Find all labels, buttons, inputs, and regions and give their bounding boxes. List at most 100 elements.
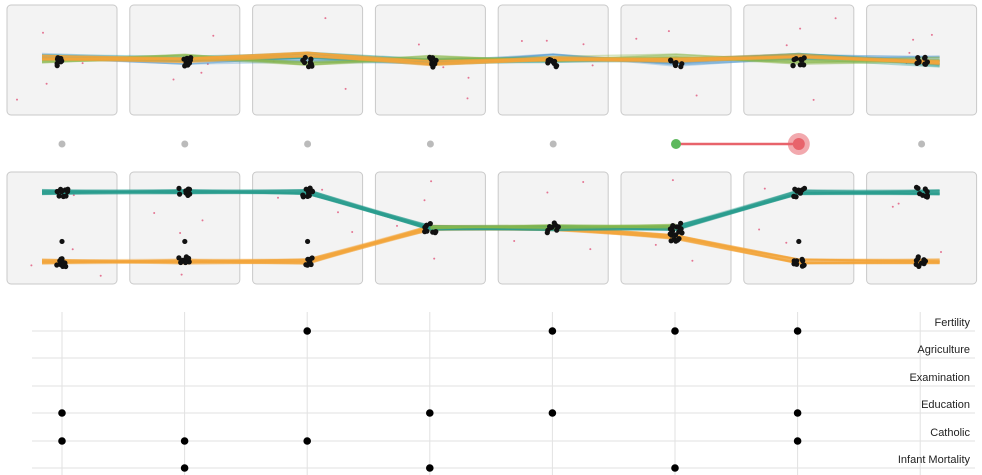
connector-dot[interactable]	[549, 140, 557, 148]
top-row-outlier-point	[200, 71, 203, 74]
bottom-row-outlier-point	[179, 232, 182, 234]
connector-dot[interactable]	[181, 140, 189, 148]
top-row-panel[interactable]	[866, 4, 978, 116]
bottom-row-outlier-point	[891, 205, 894, 208]
bottom-row-point	[797, 190, 804, 196]
top-row-orange-line	[41, 53, 940, 65]
connector-dot[interactable]	[58, 140, 66, 148]
bottom-row-teal-line	[41, 191, 940, 231]
bottom-row-panel[interactable]	[129, 171, 241, 285]
matrix-dot[interactable]	[58, 409, 66, 417]
bottom-row-orange-line	[41, 227, 940, 265]
bottom-row-outlier-point	[513, 240, 516, 242]
bottom-row-outlier-point	[201, 219, 204, 222]
top-row-point	[916, 58, 922, 64]
top-row-outlier-point	[591, 64, 594, 67]
top-row-outlier-point	[442, 66, 445, 69]
top-row-orange-line	[41, 51, 940, 65]
top-row-orange-line	[41, 54, 940, 66]
matrix-dot[interactable]	[426, 464, 434, 472]
bottom-row-teal-line	[41, 189, 940, 229]
matrix-dot[interactable]	[58, 437, 66, 445]
bottom-row-point	[177, 191, 183, 197]
bottom-row-outlier-point	[710, 243, 713, 246]
matrix-dot[interactable]	[793, 327, 802, 335]
bottom-row-outlier-point	[277, 196, 279, 199]
bottom-row-panel[interactable]	[374, 171, 486, 285]
top-row-outlier-point	[908, 51, 911, 54]
top-row-point	[801, 55, 807, 61]
dimension-label: Catholic	[930, 427, 970, 439]
top-row-panel[interactable]	[252, 4, 364, 116]
bottom-row-point	[800, 258, 806, 264]
matrix-dot[interactable]	[671, 464, 679, 472]
top-row-outlier-point	[905, 62, 908, 64]
bottom-row-panel[interactable]	[6, 171, 118, 285]
bottom-row-point	[800, 262, 807, 269]
top-row-point	[301, 59, 308, 66]
connector-dot[interactable]	[426, 140, 434, 148]
dimension-label: Agriculture	[917, 344, 970, 356]
matrix-dot[interactable]	[180, 464, 189, 472]
bottom-row-teal-line	[41, 189, 940, 231]
matrix-dot[interactable]	[793, 409, 802, 417]
connector-end-dot[interactable]	[792, 138, 805, 150]
bottom-row-orange-line	[41, 226, 940, 264]
matrix-dot[interactable]	[303, 437, 312, 445]
bottom-row-panel[interactable]	[252, 171, 364, 285]
bottom-row-point	[545, 227, 551, 233]
dimension-matrix: Fertility Agriculture Examination Education…	[32, 312, 975, 475]
connector-dot[interactable]	[304, 140, 312, 148]
top-row-orange-line	[41, 52, 940, 66]
bottom-row-point	[306, 256, 312, 263]
bottom-row-outlier-point	[589, 248, 592, 251]
bottom-row-outlier-point	[423, 199, 426, 202]
matrix-dot[interactable]	[548, 327, 557, 335]
bottom-row-teal-line	[41, 190, 940, 232]
matrix-dot[interactable]	[671, 327, 679, 335]
bottom-row-point	[672, 232, 679, 238]
top-row-point	[922, 61, 928, 67]
matrix-dot[interactable]	[426, 409, 434, 417]
bottom-row-panel[interactable]	[743, 171, 855, 285]
connector-dot[interactable]	[918, 140, 926, 148]
bottom-row-teal-line	[41, 190, 940, 231]
bottom-row-point	[430, 229, 436, 235]
top-row-green-line	[41, 54, 940, 66]
bottom-row-teal-line	[42, 189, 940, 232]
connector-start-dot[interactable]	[671, 139, 681, 149]
matrix-dot[interactable]	[793, 437, 802, 445]
matrix-dot[interactable]	[303, 327, 312, 335]
top-row-outlier-point	[417, 43, 420, 46]
top-row-point	[679, 61, 685, 67]
top-row-blue-line	[41, 52, 940, 65]
top-row-green-line	[41, 54, 940, 67]
bottom-row-point	[915, 255, 921, 261]
dimension-label: Education	[921, 399, 970, 411]
bottom-row-outlier-point	[691, 259, 694, 262]
top-row-teal-line	[41, 52, 940, 66]
bottom-row-point	[670, 223, 676, 229]
top-row-point	[801, 62, 807, 68]
matrix-dot[interactable]	[180, 437, 189, 445]
bottom-row-teal-line	[41, 189, 940, 230]
bottom-row-orange-line	[41, 226, 940, 264]
bottom-row-point	[913, 261, 919, 267]
bottom-row-point	[186, 186, 193, 192]
top-row-blue-line	[41, 54, 940, 65]
top-row-outlier-point	[545, 39, 548, 42]
top-row-point	[672, 60, 678, 67]
bottom-row-orange-line	[41, 226, 940, 265]
bottom-row-panel[interactable]	[866, 171, 978, 285]
bottom-row-orange-line	[41, 229, 940, 264]
bottom-row-point	[56, 193, 62, 199]
bottom-row-point	[309, 188, 315, 194]
matrix-dot[interactable]	[548, 409, 557, 417]
bottom-row-orange-line	[41, 225, 940, 263]
bottom-row-teal-line	[41, 189, 940, 232]
bottom-row-teal-line	[41, 190, 940, 231]
bottom-row-outlier-point	[785, 241, 788, 244]
bottom-row-orange-line	[41, 226, 940, 264]
top-row-outlier-point	[520, 40, 523, 42]
bottom-row-point	[920, 192, 926, 198]
